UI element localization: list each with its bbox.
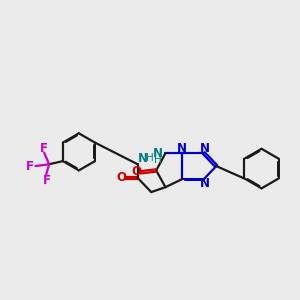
Text: N: N [177,142,187,155]
Text: O: O [131,165,141,178]
Text: N: N [138,152,148,164]
Text: N: N [200,177,209,190]
Text: H: H [154,155,162,165]
Text: N: N [200,142,209,155]
Text: F: F [26,160,34,172]
Text: O: O [116,171,126,184]
Text: F: F [43,174,51,187]
Text: H: H [146,153,153,163]
Text: N: N [153,147,163,160]
Text: F: F [40,142,48,154]
